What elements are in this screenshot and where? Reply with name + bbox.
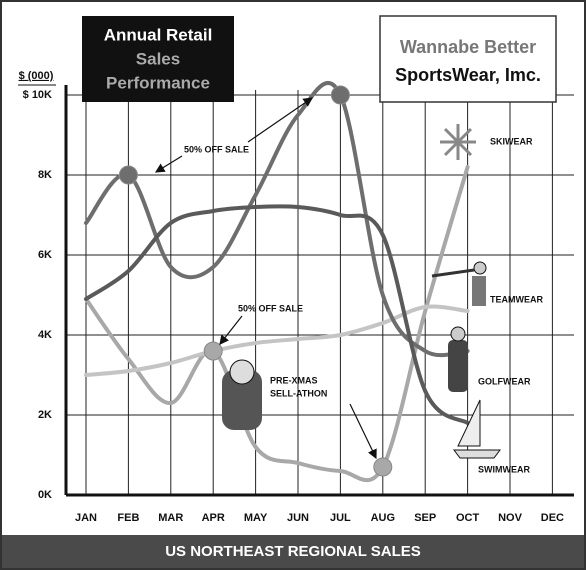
x-tick-label: JUN xyxy=(287,512,309,524)
x-tick-label: MAY xyxy=(244,512,268,524)
x-tick-label: FEB xyxy=(117,512,139,524)
x-tick-label: OCT xyxy=(456,512,480,524)
x-tick-label: SEP xyxy=(414,512,436,524)
annotation: PRE-XMAS xyxy=(270,375,318,385)
title-line: Sales xyxy=(136,49,180,68)
point-marker xyxy=(119,166,137,184)
chart: 0K 2K 4K 6K 8K $ 10K JAN FEB MAR APR MAY JUN JUL AUG S… xyxy=(0,0,586,570)
annotation: 50% OFF SALE xyxy=(238,303,303,313)
series-label: SWIMWEAR xyxy=(478,464,530,474)
x-tick-label: JAN xyxy=(75,512,97,524)
annotation: SELL-ATHON xyxy=(270,388,327,398)
y-tick-label: 4K xyxy=(38,329,52,341)
company-line: SportsWear, Imc. xyxy=(395,65,541,85)
y-tick-label: 8K xyxy=(38,169,52,181)
point-marker xyxy=(204,342,222,360)
x-tick-label: MAR xyxy=(158,512,183,524)
title-line: Performance xyxy=(106,73,210,92)
annotation: 50% OFF SALE xyxy=(184,144,249,154)
x-tick-label: NOV xyxy=(498,512,523,524)
y-axis-label: $ (000) xyxy=(19,70,54,82)
y-tick-label: 6K xyxy=(38,249,52,261)
footer: US NORTHEAST REGIONAL SALES xyxy=(165,543,421,560)
y-tick-label: 0K xyxy=(38,489,52,501)
x-tick-label: APR xyxy=(202,512,225,524)
series-label: GOLFWEAR xyxy=(478,376,531,386)
company-box xyxy=(380,16,556,102)
series-label: TEAMWEAR xyxy=(490,294,543,304)
x-tick-label: DEC xyxy=(541,512,564,524)
company-line: Wannabe Better xyxy=(400,37,536,57)
point-marker xyxy=(331,86,349,104)
y-tick-label: 2K xyxy=(38,409,52,421)
y-tick-label: $ 10K xyxy=(23,89,52,101)
snowflake-icon xyxy=(440,124,476,160)
x-tick-label: JUL xyxy=(330,512,351,524)
series-label: SKIWEAR xyxy=(490,136,533,146)
title-line: Annual Retail xyxy=(104,25,213,44)
point-marker xyxy=(374,458,392,476)
x-tick-label: AUG xyxy=(371,512,395,524)
